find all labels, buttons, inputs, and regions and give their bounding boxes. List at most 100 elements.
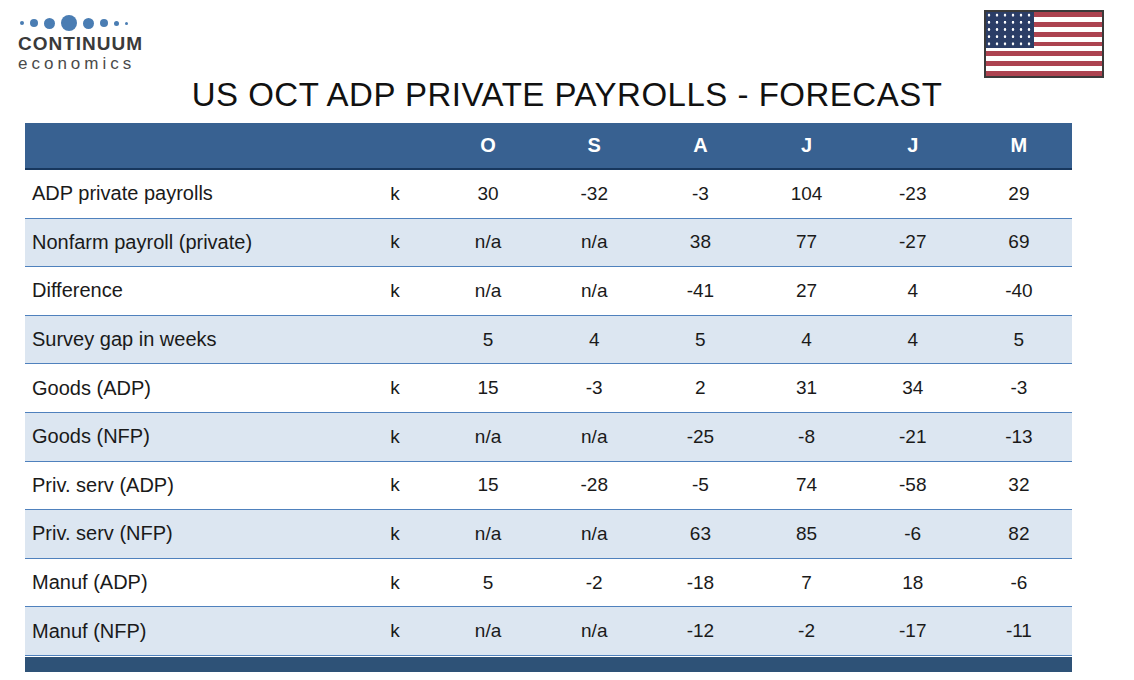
row-value: 63 bbox=[647, 523, 753, 545]
table-row: ADP private payrolls k 30 -32 -3 104 -23… bbox=[25, 170, 1072, 219]
row-label: Goods (NFP) bbox=[25, 425, 355, 448]
row-label: Manuf (ADP) bbox=[25, 571, 355, 594]
row-value: -2 bbox=[753, 620, 859, 642]
row-value: 77 bbox=[753, 231, 859, 253]
row-label: Difference bbox=[25, 279, 355, 302]
row-value: n/a bbox=[435, 426, 541, 448]
table-row: Survey gap in weeks 5 4 5 4 4 5 bbox=[25, 316, 1072, 365]
row-value: 32 bbox=[966, 474, 1072, 496]
table-header-row: O S A J J M bbox=[25, 123, 1072, 170]
row-unit: k bbox=[355, 572, 435, 594]
row-value: n/a bbox=[541, 231, 647, 253]
header-col-may: M bbox=[966, 134, 1072, 157]
row-value: -6 bbox=[860, 523, 966, 545]
row-value: 4 bbox=[860, 329, 966, 351]
row-label: Nonfarm payroll (private) bbox=[25, 231, 355, 254]
row-value: 4 bbox=[860, 280, 966, 302]
forecast-table: O S A J J M ADP private payrolls k 30 -3… bbox=[25, 123, 1072, 672]
table-row: Goods (NFP) k n/a n/a -25 -8 -21 -13 bbox=[25, 413, 1072, 462]
row-value: n/a bbox=[435, 523, 541, 545]
row-value: n/a bbox=[541, 426, 647, 448]
row-value: 4 bbox=[541, 329, 647, 351]
row-value: -28 bbox=[541, 474, 647, 496]
row-value: 74 bbox=[753, 474, 859, 496]
row-value: -40 bbox=[966, 280, 1072, 302]
row-value: -2 bbox=[541, 572, 647, 594]
row-value: 18 bbox=[860, 572, 966, 594]
page-title: US OCT ADP PRIVATE PAYROLLS - FORECAST bbox=[0, 76, 1134, 114]
table-row: Manuf (ADP) k 5 -2 -18 7 18 -6 bbox=[25, 559, 1072, 608]
row-value: -5 bbox=[647, 474, 753, 496]
row-value: n/a bbox=[541, 620, 647, 642]
row-value: -6 bbox=[966, 572, 1072, 594]
row-value: -8 bbox=[753, 426, 859, 448]
row-value: 30 bbox=[435, 183, 541, 205]
row-value: 85 bbox=[753, 523, 859, 545]
row-label: ADP private payrolls bbox=[25, 182, 355, 205]
row-value: -21 bbox=[860, 426, 966, 448]
row-value: -27 bbox=[860, 231, 966, 253]
row-value: 7 bbox=[753, 572, 859, 594]
row-label: Priv. serv (ADP) bbox=[25, 474, 355, 497]
us-flag-icon bbox=[984, 10, 1104, 78]
row-value: 5 bbox=[435, 572, 541, 594]
row-unit: k bbox=[355, 620, 435, 642]
header-col-jul: J bbox=[753, 134, 859, 157]
row-value: -41 bbox=[647, 280, 753, 302]
header-col-jun: J bbox=[860, 134, 966, 157]
row-value: 38 bbox=[647, 231, 753, 253]
row-value: 69 bbox=[966, 231, 1072, 253]
row-value: n/a bbox=[541, 523, 647, 545]
row-value: 104 bbox=[753, 183, 859, 205]
row-value: -18 bbox=[647, 572, 753, 594]
row-unit: k bbox=[355, 523, 435, 545]
row-value: -25 bbox=[647, 426, 753, 448]
row-label: Goods (ADP) bbox=[25, 377, 355, 400]
table-row: Nonfarm payroll (private) k n/a n/a 38 7… bbox=[25, 219, 1072, 268]
row-value: 5 bbox=[647, 329, 753, 351]
row-value: -58 bbox=[860, 474, 966, 496]
row-value: n/a bbox=[435, 280, 541, 302]
row-value: n/a bbox=[435, 231, 541, 253]
row-value: 31 bbox=[753, 377, 859, 399]
continuum-economics-logo: CONTINUUM economics bbox=[18, 12, 143, 73]
table-row: Manuf (NFP) k n/a n/a -12 -2 -17 -11 bbox=[25, 607, 1072, 656]
table-row: Priv. serv (ADP) k 15 -28 -5 74 -58 32 bbox=[25, 462, 1072, 511]
row-label: Survey gap in weeks bbox=[25, 328, 355, 351]
table-row: Difference k n/a n/a -41 27 4 -40 bbox=[25, 267, 1072, 316]
row-unit: k bbox=[355, 377, 435, 399]
row-value: -11 bbox=[966, 620, 1072, 642]
row-value: 27 bbox=[753, 280, 859, 302]
row-value: 15 bbox=[435, 474, 541, 496]
row-value: -23 bbox=[860, 183, 966, 205]
row-unit: k bbox=[355, 231, 435, 253]
header-col-sep: S bbox=[541, 134, 647, 157]
row-value: -12 bbox=[647, 620, 753, 642]
row-value: -32 bbox=[541, 183, 647, 205]
row-unit: k bbox=[355, 474, 435, 496]
logo-brand-sub: economics bbox=[18, 54, 143, 73]
row-label: Priv. serv (NFP) bbox=[25, 522, 355, 545]
row-unit: k bbox=[355, 183, 435, 205]
table-row: Priv. serv (NFP) k n/a n/a 63 85 -6 82 bbox=[25, 510, 1072, 559]
row-value: -3 bbox=[541, 377, 647, 399]
header-col-aug: A bbox=[647, 134, 753, 157]
row-unit: k bbox=[355, 280, 435, 302]
row-value: 2 bbox=[647, 377, 753, 399]
row-value: -17 bbox=[860, 620, 966, 642]
us-flag-canton bbox=[986, 12, 1034, 48]
row-value: n/a bbox=[435, 620, 541, 642]
row-label: Manuf (NFP) bbox=[25, 620, 355, 643]
row-value: 15 bbox=[435, 377, 541, 399]
header-col-oct: O bbox=[435, 134, 541, 157]
table-row: Goods (ADP) k 15 -3 2 31 34 -3 bbox=[25, 364, 1072, 413]
row-value: -13 bbox=[966, 426, 1072, 448]
row-value: 29 bbox=[966, 183, 1072, 205]
row-value: 82 bbox=[966, 523, 1072, 545]
row-value: -3 bbox=[966, 377, 1072, 399]
table-footer-bar bbox=[25, 657, 1072, 672]
row-unit: k bbox=[355, 426, 435, 448]
row-value: 4 bbox=[753, 329, 859, 351]
logo-brand-name: CONTINUUM bbox=[18, 34, 143, 54]
row-value: 34 bbox=[860, 377, 966, 399]
